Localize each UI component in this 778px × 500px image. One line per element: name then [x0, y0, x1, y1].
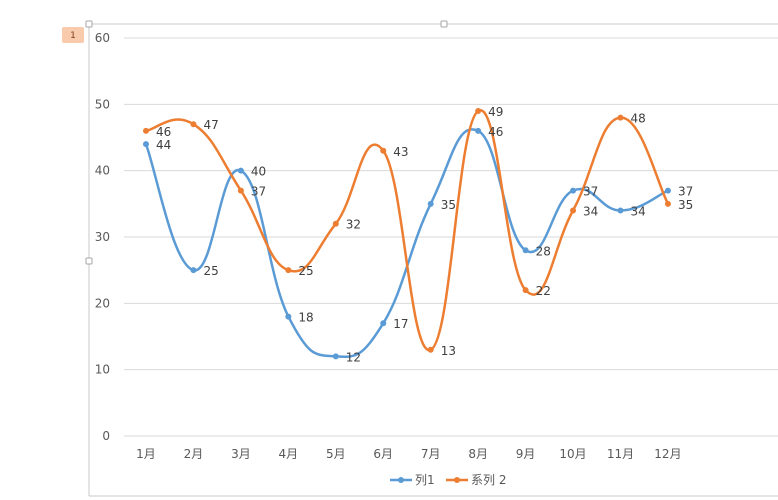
legend-swatch-marker-2	[454, 477, 460, 483]
series-2-data-label: 46	[156, 125, 171, 139]
x-tick-label: 8月	[468, 447, 488, 461]
series-2-point	[617, 114, 624, 121]
x-tick-label: 5月	[326, 447, 346, 461]
series-2-point	[522, 287, 529, 294]
series-2-data-label: 22	[536, 284, 551, 298]
series-2-data-label: 47	[203, 118, 218, 132]
x-tick-label: 4月	[279, 447, 299, 461]
series-2-data-label: 32	[346, 218, 361, 232]
series-1-data-label: 35	[441, 198, 456, 212]
legend: 列1 系列 2	[390, 473, 506, 487]
series-2-data-label: 25	[298, 264, 313, 278]
series-1-data-label: 12	[346, 350, 361, 364]
series-2-point	[190, 121, 197, 128]
series-1-point	[380, 320, 387, 327]
series-1-data-label: 18	[298, 311, 313, 325]
series-2-data-label: 48	[631, 112, 646, 126]
series-2-data-label: 49	[488, 105, 503, 119]
grid-lines	[124, 37, 778, 437]
x-tick-label: 6月	[373, 447, 393, 461]
page-marker-badge	[62, 27, 84, 43]
y-tick-label: 30	[95, 230, 110, 244]
series-1-point	[237, 167, 244, 174]
series-line-1	[144, 128, 670, 359]
series-1-point	[143, 141, 149, 148]
resize-handle-top-center[interactable]	[440, 20, 448, 28]
x-tick-label: 9月	[516, 447, 536, 461]
y-tick-label: 0	[102, 429, 110, 443]
series-1-data-label: 37	[583, 185, 598, 199]
y-tick-label: 60	[95, 31, 110, 45]
x-tick-label: 7月	[421, 447, 441, 461]
page-marker-text: 1	[70, 31, 76, 41]
y-tick-label: 20	[95, 296, 110, 310]
series-2-data-label: 43	[393, 145, 408, 159]
data-labels: 44 25 40 18 12 17 35 46 28 37 34 37 46 47 37 25 32 43 13 49…	[156, 105, 693, 364]
series-group	[143, 107, 671, 360]
series-1-point	[522, 247, 529, 254]
series-2-data-label: 34	[583, 204, 598, 218]
series-1-point	[190, 267, 197, 274]
series-1-point	[332, 353, 339, 360]
series-2-data-label: 13	[441, 344, 456, 358]
series-2-point	[664, 200, 671, 207]
series-1-data-label: 37	[678, 185, 693, 199]
series-1-data-label: 17	[393, 317, 408, 331]
x-tick-label: 12月	[654, 447, 681, 461]
legend-swatch-marker-1	[398, 477, 404, 483]
series-1-data-label: 25	[203, 264, 218, 278]
series-1-data-label: 34	[631, 204, 646, 218]
x-tick-label: 1月	[136, 447, 156, 461]
series-1-data-label: 46	[488, 125, 503, 139]
series-1-data-label: 44	[156, 138, 171, 152]
axes: 0 10 20 30 40 50 60 1月 2月 3月 4月 5月 6月 7月 8月 9月 10月 11月 12月	[95, 31, 682, 461]
series-1-point	[617, 207, 624, 214]
legend-label-2: 系列 2	[471, 473, 506, 487]
x-tick-label: 2月	[184, 447, 204, 461]
series-2-point	[237, 187, 244, 194]
series-2-point	[380, 147, 387, 154]
series-2-point	[427, 346, 434, 353]
series-1-point	[427, 200, 434, 207]
series-2-data-label: 35	[678, 198, 693, 212]
series-1-data-label: 28	[536, 244, 551, 258]
series-2-point	[332, 220, 339, 227]
x-tick-label: 11月	[607, 447, 634, 461]
series-1-data-label: 40	[251, 165, 266, 179]
series-2-point	[475, 107, 482, 114]
series-2-point	[143, 127, 149, 134]
series-1-point	[285, 313, 292, 320]
x-tick-label: 3月	[231, 447, 251, 461]
series-1-point	[664, 187, 671, 194]
resize-handle-middle-left[interactable]	[85, 257, 93, 265]
y-tick-label: 50	[95, 97, 110, 111]
x-tick-label: 10月	[559, 447, 586, 461]
legend-label-1: 列1	[415, 473, 435, 487]
series-2-point	[570, 207, 577, 214]
series-2-point	[285, 267, 292, 274]
series-1-point	[475, 127, 482, 134]
resize-handle-top-left[interactable]	[85, 20, 93, 28]
y-tick-label: 40	[95, 164, 110, 178]
series-2-data-label: 37	[251, 185, 266, 199]
series-1-point	[570, 187, 577, 194]
y-tick-label: 10	[95, 363, 110, 377]
